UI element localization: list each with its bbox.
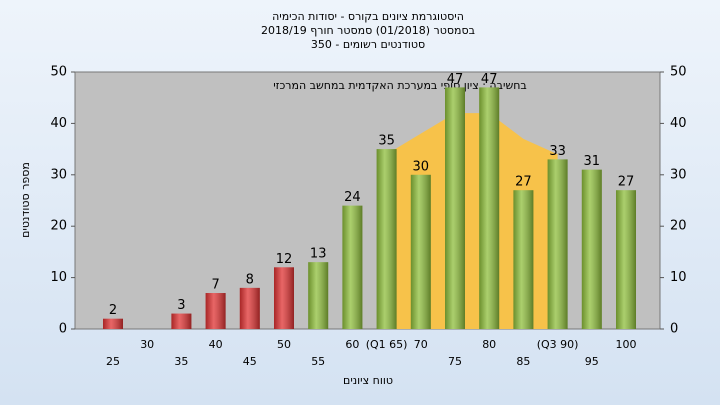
x-tick-label: 75 — [448, 355, 462, 368]
value-label: 35 — [378, 134, 395, 149]
x-axis-label: טווח ציונים — [343, 374, 393, 387]
x-tick-label: 50 — [277, 338, 291, 351]
bar-shade — [274, 267, 294, 329]
x-tick-label: 30 — [140, 338, 154, 351]
bar-shade — [445, 87, 465, 329]
value-label: 24 — [344, 190, 361, 205]
value-label: 33 — [549, 144, 566, 159]
y-tick-label: 0 — [59, 322, 67, 337]
value-label: 47 — [481, 72, 498, 87]
bar-shade — [239, 287, 260, 329]
bar-shade — [376, 149, 397, 329]
value-label: 12 — [276, 252, 293, 267]
value-label: 27 — [618, 175, 635, 190]
value-label: 47 — [447, 72, 464, 87]
x-tick-label: 55 — [311, 355, 325, 368]
x-tick-label: 60 — [345, 338, 359, 351]
bar-shade — [205, 293, 226, 329]
x-tick-label: 35 — [174, 355, 188, 368]
plot-area — [74, 71, 661, 330]
y-tick-label: 10 — [50, 270, 67, 285]
value-label: 13 — [310, 247, 327, 262]
value-label: 3 — [177, 298, 185, 313]
x-tick-label: 25 — [106, 355, 120, 368]
bar-shade — [581, 169, 602, 329]
y-tick-label: 30 — [50, 167, 67, 182]
y-axis-label: מספר סטודנטים — [19, 162, 32, 238]
value-label: 2 — [109, 303, 117, 318]
x-tick-label: (Q3 90) — [537, 338, 579, 351]
x-tick-label: 85 — [516, 355, 530, 368]
chart-title: היסטוגרמת ציונים בקורס - יסודות הכימיה — [272, 10, 464, 23]
y2-tick-label: 10 — [670, 270, 687, 285]
y2-tick-label: 30 — [670, 167, 687, 182]
bar-shade — [171, 313, 192, 329]
y-tick-label: 20 — [50, 219, 67, 234]
y2-tick-label: 20 — [670, 219, 687, 234]
bar-shade — [513, 190, 534, 329]
bar-shade — [547, 159, 568, 329]
value-label: 31 — [584, 154, 601, 169]
bar-shade — [410, 174, 431, 329]
bar-shade — [616, 190, 636, 329]
y-tick-label: 40 — [50, 116, 67, 131]
bar-shade — [103, 318, 123, 329]
bar-shade — [342, 205, 363, 329]
chart-title: בסמסטר (01/2018) סמסטר חורף 2018/19 — [261, 24, 475, 37]
value-label: 27 — [515, 175, 532, 190]
chart-title: סטודנטים רשומים - 350 — [311, 38, 425, 51]
bar-shade — [308, 262, 329, 329]
value-label: 8 — [246, 272, 254, 287]
y2-tick-label: 50 — [670, 65, 687, 80]
value-label: 7 — [211, 278, 219, 293]
value-label: 30 — [413, 159, 430, 174]
y2-tick-label: 40 — [670, 116, 687, 131]
x-tick-label: 45 — [243, 355, 257, 368]
y-tick-label: 50 — [50, 65, 67, 80]
x-tick-label: 100 — [616, 338, 637, 351]
y2-tick-label: 0 — [670, 322, 678, 337]
x-tick-label: (Q1 65) — [366, 338, 408, 351]
x-tick-label: 70 — [414, 338, 428, 351]
bar-shade — [479, 87, 500, 329]
x-tick-label: 95 — [585, 355, 599, 368]
x-tick-label: 80 — [482, 338, 496, 351]
x-tick-label: 40 — [209, 338, 223, 351]
